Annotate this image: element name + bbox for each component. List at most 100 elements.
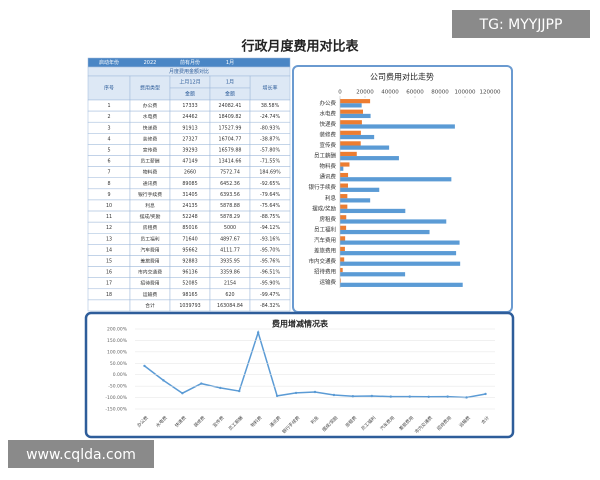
table-cell-text: -94.12% — [260, 225, 280, 231]
bar — [340, 124, 455, 129]
table-cell-text: 水电费 — [143, 113, 158, 120]
table-cell — [87, 299, 131, 312]
bar — [340, 109, 364, 114]
table-cell-text: 差旅费用 — [140, 258, 159, 265]
table-cell-text: 24082.41 — [219, 103, 242, 109]
table-cell-text: 6393.56 — [220, 192, 240, 198]
table-cell-text: 39293 — [182, 147, 197, 153]
y-tick-label: 摆成/奖励 — [312, 204, 336, 212]
y-tick-label: 物料费 — [319, 162, 336, 170]
point — [427, 395, 430, 398]
table-cell-text: 91913 — [182, 125, 197, 131]
table-cell-text: 31405 — [182, 192, 197, 198]
table-cell-text: -38.87% — [260, 136, 280, 142]
x-tick-label: 合计 — [480, 414, 492, 426]
bar — [340, 113, 371, 119]
point — [238, 389, 241, 393]
bar — [340, 120, 362, 125]
point — [408, 395, 411, 398]
bar — [340, 177, 452, 182]
chart-title: 公司费用对比走势 — [370, 72, 434, 82]
table-caption: 月度费用金额对比 — [169, 68, 209, 75]
table-cell-text: 96136 — [182, 270, 197, 276]
table-cell-text: 6 — [107, 159, 110, 165]
table-total-text: 163084.84 — [217, 303, 243, 309]
bar — [340, 130, 361, 135]
table-cell-text: 89085 — [182, 181, 197, 187]
bar — [340, 172, 349, 178]
table-cell-text: 16704.77 — [219, 136, 242, 142]
table-cell-text: 办公费 — [143, 102, 158, 109]
table-cell-text: 38.58% — [261, 103, 280, 109]
table-cell-text: 24462 — [182, 114, 197, 120]
table-cell-text: 8 — [107, 181, 110, 187]
y-tick-label: 办公费 — [319, 99, 336, 107]
bar — [340, 225, 347, 230]
table-cell-text: 14 — [106, 247, 112, 253]
table-cell-text: 184.69% — [259, 170, 281, 176]
table-cell-text: 3 — [107, 125, 110, 131]
table-cell-text: 11 — [106, 214, 112, 220]
table-cell-text: 通讯费 — [143, 180, 158, 187]
bar — [340, 151, 357, 157]
y-tick-label: -150.00% — [105, 407, 127, 413]
bar — [340, 145, 390, 150]
table-top-text: 前有月份 — [180, 59, 200, 66]
point — [256, 331, 260, 334]
table-header: 1月 — [226, 80, 234, 86]
watermark: TG: MYYJJPP — [479, 17, 563, 33]
table-cell-text: 招待费用 — [140, 280, 159, 287]
table-cell-text: 17527.99 — [219, 125, 242, 131]
point — [200, 382, 203, 385]
bar — [340, 162, 350, 167]
bar — [340, 215, 347, 220]
y-tick-label: 员工薪酬 — [314, 152, 337, 160]
table-cell-text: 18 — [106, 292, 112, 298]
page-title: 行政月度费用对比表 — [240, 39, 359, 55]
y-tick-label: 150.00% — [107, 338, 128, 344]
bar — [340, 246, 345, 252]
bar — [340, 198, 371, 203]
y-tick-label: 50.00% — [110, 361, 128, 367]
table-top-text: 启动年份 — [99, 59, 119, 66]
y-tick-label: 通讯费 — [319, 173, 336, 181]
bar — [340, 187, 380, 192]
y-tick-label: 利息 — [325, 194, 337, 202]
bar — [340, 183, 348, 188]
table-cell-text: 17333 — [182, 103, 197, 109]
table-cell-text: 71640 — [182, 236, 197, 242]
y-tick-label: 员工福利 — [314, 225, 336, 233]
table-cell-text: 7572.74 — [220, 170, 240, 176]
table-cell-text: 85016 — [182, 225, 197, 231]
table-cell-text: 银行手续费 — [138, 191, 162, 198]
bar — [340, 267, 343, 273]
table-cell-text: -92.65% — [260, 181, 280, 187]
table-top-text: 2022 — [144, 60, 157, 66]
table-cell-text: 16579.88 — [219, 147, 242, 153]
table-cell-text: -95.70% — [260, 247, 280, 253]
y-tick-label: 200.00% — [107, 327, 128, 333]
x-tick-label: 120000 — [480, 90, 501, 96]
point — [370, 394, 374, 398]
table-cell-text: 利息 — [145, 202, 155, 209]
bar — [340, 251, 457, 256]
point — [313, 390, 317, 394]
table-cell-text: -99.47% — [260, 292, 280, 298]
bar-chart: 公司费用对比走势 0 20000 40000 60000 80000 100000 12000… — [308, 72, 501, 288]
table-header: 增长率 — [262, 85, 277, 92]
table-cell-text: 18409.82 — [219, 114, 242, 120]
x-tick-label: 100000 — [455, 90, 476, 96]
table-total-text: 合计 — [145, 302, 155, 309]
line-panel — [84, 311, 515, 439]
bar — [340, 219, 447, 224]
table-cell-text: 2660 — [184, 170, 196, 176]
table-cell-text: 宣传费 — [143, 146, 158, 153]
table-cell-text: 市内交通费 — [138, 269, 162, 276]
watermark-box — [452, 10, 590, 38]
table-cell-text: -75.64% — [260, 203, 280, 209]
y-tick-label: 宣传费 — [319, 141, 336, 149]
table-cell-text: 5 — [107, 147, 110, 153]
y-tick-label: -50.00% — [108, 384, 128, 390]
bar — [340, 134, 375, 140]
point — [143, 364, 146, 368]
